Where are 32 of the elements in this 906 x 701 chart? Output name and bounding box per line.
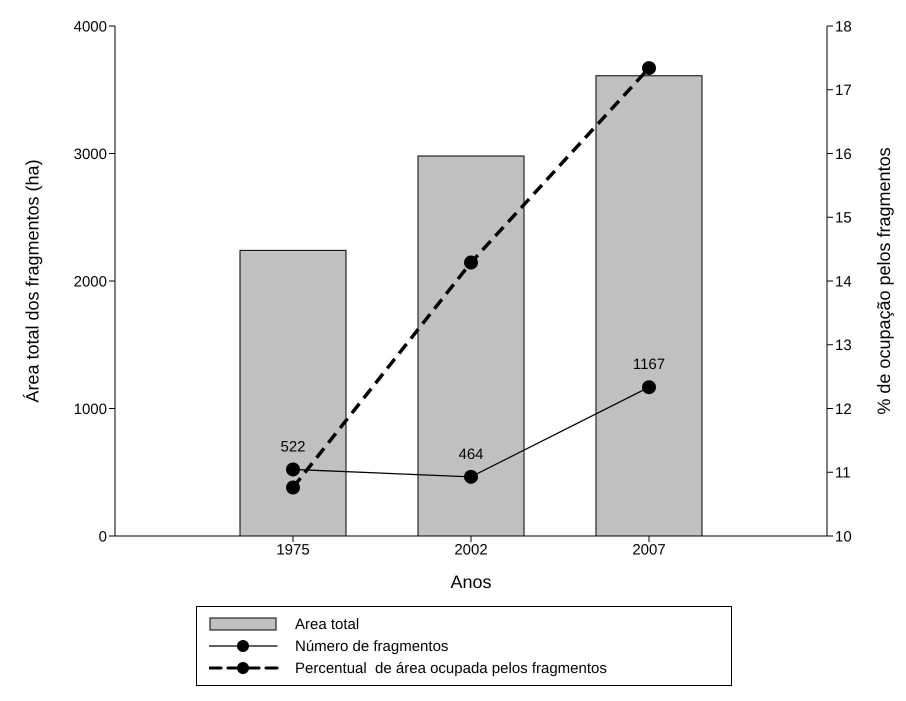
y-tick-label: 4000 xyxy=(74,18,107,36)
x-tick-label: 1975 xyxy=(276,542,310,559)
point xyxy=(464,470,478,484)
y2-tick-label: 12 xyxy=(835,400,852,418)
data-label: 1167 xyxy=(632,356,666,374)
y2-tick-label: 15 xyxy=(835,210,852,227)
data-label: 522 xyxy=(280,438,306,456)
y-tick-label: 0 xyxy=(98,528,107,546)
point xyxy=(286,480,300,495)
data-label: 464 xyxy=(458,446,484,463)
point xyxy=(642,380,656,394)
point xyxy=(464,256,478,270)
y2-tick-label: 10 xyxy=(835,528,852,546)
legend-label: Número de fragmentos xyxy=(295,638,448,654)
legend-label: Area total xyxy=(295,616,360,632)
legend-label: Percentual de área ocupada pelos fragmentos xyxy=(295,660,607,676)
y2-tick-label: 16 xyxy=(835,146,852,163)
x-tick-label: 2002 xyxy=(454,542,488,559)
y-tick-label: 2000 xyxy=(74,273,107,290)
y2-tick-label: 18 xyxy=(835,18,852,36)
y2-tick-label: 17 xyxy=(835,82,852,100)
y-tick-label: 1000 xyxy=(74,400,107,418)
y2-axis-title: % de ocupação pelos fragmentos xyxy=(874,147,894,415)
y2-tick-label: 14 xyxy=(835,273,852,290)
y2-tick-label: 13 xyxy=(835,337,852,354)
y-tick-label: 3000 xyxy=(74,146,107,163)
x-tick-label: 2007 xyxy=(632,542,666,559)
point xyxy=(642,61,656,76)
y2-tick-label: 11 xyxy=(835,464,851,482)
y-axis-title: Área total dos fragmentos (ha) xyxy=(22,159,42,403)
x-axis-title: Anos xyxy=(450,572,492,592)
point xyxy=(286,462,300,476)
